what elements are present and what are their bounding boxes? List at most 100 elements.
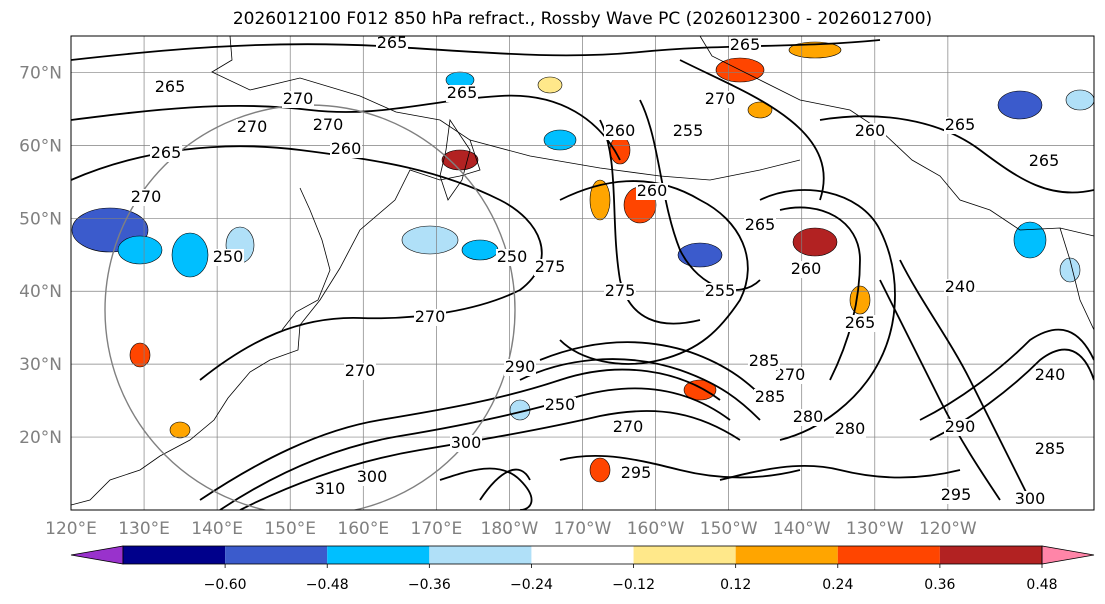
contour-label: 275 — [605, 281, 636, 300]
contour-label: 270 — [237, 117, 268, 136]
contour-label: 250 — [497, 247, 528, 266]
contour-label-bg — [672, 123, 704, 140]
contour-label-bg — [744, 217, 776, 234]
contour-label-bg — [1028, 153, 1060, 170]
contour-label-bg — [792, 409, 824, 426]
colorbar-segment — [123, 546, 226, 564]
contour-label: 280 — [835, 419, 866, 438]
contour-line — [71, 145, 543, 381]
longitude-label: 150°E — [264, 519, 316, 539]
contour-line — [759, 189, 896, 441]
anomaly-region — [129, 342, 151, 368]
contour-label-bg — [754, 389, 786, 406]
longitude-label: 130°E — [118, 519, 170, 539]
contour-label: 260 — [637, 181, 668, 200]
contour-line — [919, 328, 1094, 421]
colorbar-tick-label: 0.36 — [924, 577, 955, 593]
anomaly-region — [1065, 89, 1094, 111]
contour-line — [199, 368, 721, 501]
colorbar-segment — [429, 546, 532, 564]
map-title: 2026012100 F012 850 hPa refract., Rossby… — [232, 9, 933, 29]
colorbar-tick-label: −0.48 — [306, 577, 349, 593]
colorbar-tick-label: 0.12 — [720, 577, 751, 593]
colorbar-segment — [327, 546, 430, 564]
kamchatka-coastline — [439, 118, 471, 201]
anomaly-region — [543, 129, 577, 151]
contour-label: 250 — [545, 395, 576, 414]
anomaly-region — [171, 232, 209, 278]
anomaly-region — [169, 421, 191, 439]
na-westcoast — [1059, 227, 1094, 331]
contour-label-bg — [504, 359, 536, 376]
colorbar-segment — [939, 546, 1042, 564]
contour-label-bg — [944, 419, 976, 436]
longitude-label: 180°W — [481, 519, 539, 539]
contour-label: 270 — [283, 89, 314, 108]
colorbar-segment — [225, 546, 328, 564]
latitude-label: 20°N — [19, 428, 62, 448]
longitude-label: 130°W — [846, 519, 904, 539]
colorbar-tick-label: −0.60 — [204, 577, 247, 593]
colorbar-tick-label: −0.24 — [510, 577, 553, 593]
contour-label-bg — [446, 85, 478, 102]
contour-label: 265 — [377, 33, 408, 52]
contour-label: 265 — [155, 77, 186, 96]
contour-label: 290 — [505, 357, 536, 376]
contour-label-bg — [330, 141, 362, 158]
contour-label-bg — [282, 91, 314, 108]
contour-label: 270 — [705, 89, 736, 108]
contour-line — [559, 180, 749, 365]
contour-label: 240 — [1035, 365, 1066, 384]
alaska-coastline — [699, 36, 1094, 237]
longitude-label: 170°W — [554, 519, 612, 539]
longitude-label: 170°E — [411, 519, 463, 539]
contour-label: 270 — [613, 417, 644, 436]
anomaly-region — [117, 235, 163, 265]
contour-label: 255 — [673, 121, 704, 140]
latitude-label: 50°N — [19, 209, 62, 229]
contour-label: 270 — [131, 187, 162, 206]
latitude-label: 70°N — [19, 63, 62, 83]
colorbar-tick-label: −0.12 — [612, 577, 655, 593]
japan-coastline — [281, 187, 331, 331]
longitude-labels: 120°E 130°E 140°E 150°E 160°E 170°E 180°W 170°W… — [45, 519, 977, 539]
contour-label: 265 — [845, 313, 876, 332]
contour-line — [819, 115, 1094, 194]
colorbar-segment — [633, 546, 736, 564]
contour-label: 265 — [1029, 151, 1060, 170]
contour-label: 260 — [605, 121, 636, 140]
contour-label-bg — [1034, 441, 1066, 458]
contour-label-bg — [704, 91, 736, 108]
anomaly-region — [849, 285, 871, 315]
contour-label: 300 — [451, 433, 482, 452]
contour-line — [879, 279, 1001, 501]
contour-label-bg — [604, 123, 636, 140]
contour-label: 265 — [945, 115, 976, 134]
contour-label-bg — [774, 367, 806, 384]
colorbar-segment — [531, 546, 634, 564]
contour-label: 285 — [749, 351, 780, 370]
contour-label: 265 — [151, 143, 182, 162]
contour-label-bg — [636, 183, 668, 200]
map-panel: 265 265 270 270 270 260 265 265 265 255 260 270 260 2… — [70, 33, 1095, 511]
refractivity-contours — [71, 39, 1094, 510]
contour-label-bg — [834, 421, 866, 438]
contour-label: 250 — [213, 247, 244, 266]
contour-label: 270 — [313, 115, 344, 134]
colorbar: −0.60 −0.48 −0.36 −0.24 −0.12 0.12 0.24 0.36 0.4… — [70, 545, 1095, 593]
contour-label: 290 — [945, 417, 976, 436]
longitude-label: 120°W — [919, 519, 977, 539]
contour-label-bg — [729, 37, 761, 54]
contour-label: 255 — [705, 281, 736, 300]
contour-label: 260 — [331, 139, 362, 158]
anomaly-region — [537, 76, 563, 94]
asia-coastline — [71, 36, 481, 506]
contour-label-bg — [314, 481, 346, 498]
contour-label: 310 — [315, 479, 346, 498]
colorbar-segment — [837, 546, 940, 564]
anomaly-region — [683, 379, 717, 401]
contour-label: 260 — [791, 259, 822, 278]
colorbar-frame — [122, 545, 1043, 565]
contour-label-bg — [944, 117, 976, 134]
anomaly-region — [792, 227, 838, 257]
